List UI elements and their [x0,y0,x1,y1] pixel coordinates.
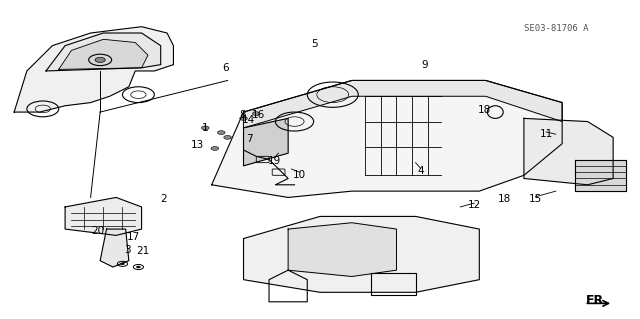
Text: 10: 10 [293,170,306,180]
Text: 1: 1 [202,123,209,133]
Text: 5: 5 [312,39,318,49]
Polygon shape [100,229,129,267]
Polygon shape [65,197,141,235]
Text: FR.: FR. [586,294,609,307]
Text: 18: 18 [498,194,511,204]
Text: 2: 2 [161,194,167,204]
Text: 13: 13 [191,140,204,150]
Polygon shape [14,27,173,112]
Polygon shape [244,216,479,292]
Text: 20: 20 [92,226,105,236]
Text: 21: 21 [136,246,150,256]
Text: 18: 18 [478,106,491,115]
Text: 8: 8 [239,110,246,120]
Text: SE03-81706 A: SE03-81706 A [524,24,588,33]
Polygon shape [288,223,396,277]
Text: 7: 7 [246,134,253,144]
Text: 3: 3 [124,245,131,255]
Circle shape [95,57,105,63]
Text: 12: 12 [468,200,481,210]
Text: 14: 14 [242,115,255,125]
Circle shape [218,131,225,135]
Polygon shape [575,160,626,191]
Circle shape [136,266,140,268]
Circle shape [202,126,209,130]
Circle shape [252,112,260,115]
Text: 16: 16 [252,110,265,120]
Text: 9: 9 [422,60,428,70]
Text: 11: 11 [540,129,553,139]
Polygon shape [524,118,613,185]
Polygon shape [212,80,562,197]
Text: 6: 6 [222,63,229,73]
Polygon shape [46,33,161,71]
Circle shape [211,146,219,150]
Text: 15: 15 [529,194,542,204]
Circle shape [120,263,124,265]
Polygon shape [59,39,148,69]
Text: 4: 4 [417,166,424,175]
Text: 17: 17 [127,232,141,242]
Text: 19: 19 [268,156,281,166]
Circle shape [240,116,247,120]
Circle shape [224,136,232,139]
Polygon shape [244,118,288,166]
Polygon shape [244,80,562,128]
